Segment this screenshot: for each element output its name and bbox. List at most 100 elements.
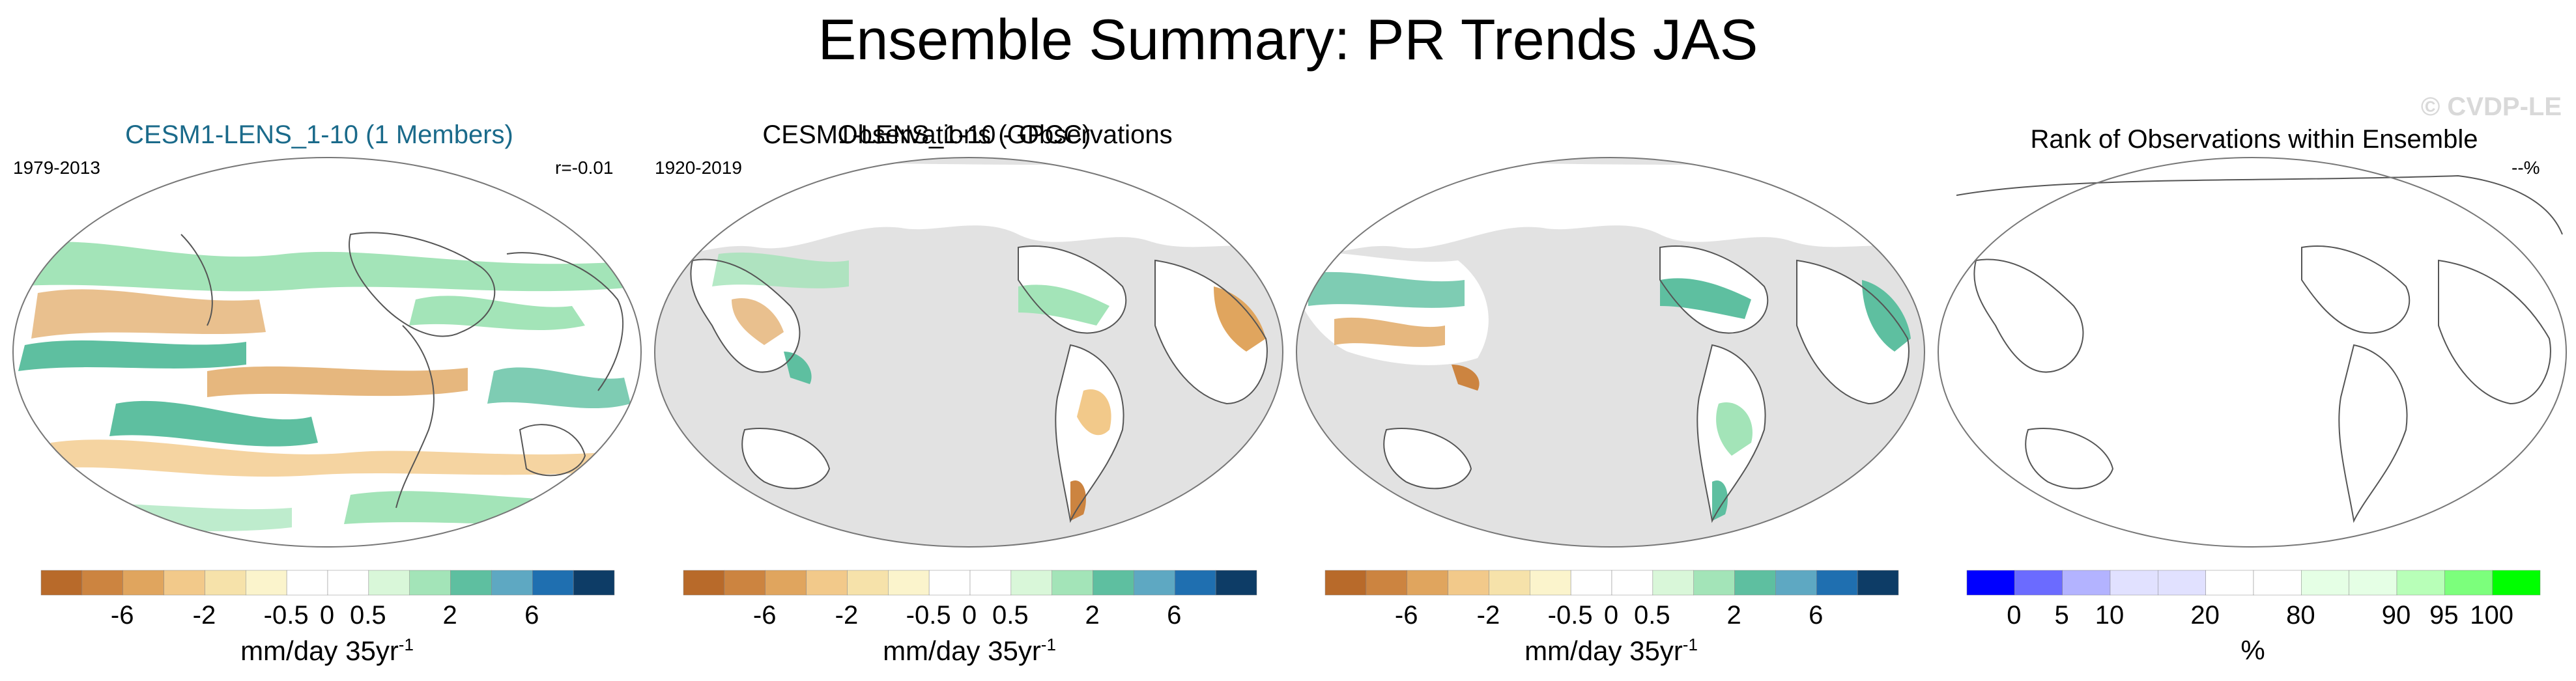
colorbar-swatch: [2205, 570, 2254, 596]
colorbar-swatch: [1215, 570, 1257, 596]
panel-2-colorbar: [683, 570, 1257, 596]
panel-4-stat: --%: [2512, 158, 2540, 178]
colorbar-swatch: [765, 570, 807, 596]
colorbar-tick-label: 95: [2429, 601, 2459, 630]
colorbar-swatch: [368, 570, 410, 596]
colorbar-swatch: [1407, 570, 1448, 596]
colorbar-swatch: [1134, 570, 1175, 596]
colorbar-swatch: [164, 570, 205, 596]
panel-1-period: 1979-2013: [13, 158, 100, 178]
panel-1-map: [12, 157, 642, 548]
colorbar-tick-label: -0.5: [906, 601, 951, 630]
panel-4-map: [1938, 157, 2567, 548]
colorbar-swatch: [888, 570, 930, 596]
colorbar-swatch: [969, 570, 1012, 596]
colorbar-tick-label: 5: [2054, 601, 2069, 630]
colorbar-swatch: [1093, 570, 1134, 596]
colorbar-swatch: [2349, 570, 2397, 596]
panel-3-map: [1296, 157, 1925, 548]
colorbar-tick-label: 0: [319, 601, 335, 630]
colorbar-tick-label: 6: [524, 601, 539, 630]
panel-1-colorbar: [40, 570, 615, 596]
colorbar-tick-label: 10: [2095, 601, 2125, 630]
colorbar-tick-label: -2: [835, 601, 859, 630]
panel-3-title: CESM1-LENS_1-10 - Observations: [762, 120, 1173, 149]
colorbar-swatch: [327, 570, 369, 596]
colorbar-tick-label: -2: [192, 601, 216, 630]
colorbar-swatch: [286, 570, 328, 596]
colorbar-tick-label: 0.5: [1634, 601, 1670, 630]
colorbar-swatch: [2444, 570, 2493, 596]
colorbar-tick-label: 2: [1085, 601, 1100, 630]
colorbar-swatch: [122, 570, 164, 596]
colorbar-swatch: [450, 570, 492, 596]
colorbar-swatch: [205, 570, 246, 596]
colorbar-swatch: [1052, 570, 1093, 596]
colorbar-tick-label: -6: [110, 601, 134, 630]
colorbar-tick-label: 6: [1809, 601, 1824, 630]
colorbar-tick-label: 2: [442, 601, 457, 630]
colorbar-tick-label: -6: [752, 601, 777, 630]
colorbar-swatch: [806, 570, 848, 596]
colorbar-swatch: [1175, 570, 1216, 596]
panel-1-title: CESM1-LENS_1-10 (1 Members): [125, 120, 513, 149]
colorbar-tick-label: 0: [2007, 601, 2022, 630]
panel-3-colorbar: [1324, 570, 1899, 596]
colorbar-tick-label: -2: [1476, 601, 1500, 630]
colorbar-swatch: [2014, 570, 2063, 596]
colorbar-swatch: [1366, 570, 1407, 596]
colorbar-swatch: [2396, 570, 2445, 596]
colorbar-tick-label: 0.5: [350, 601, 386, 630]
colorbar-swatch: [532, 570, 574, 596]
watermark-text: © CVDP-LE: [2420, 92, 2562, 121]
colorbar-tick-label: -6: [1394, 601, 1418, 630]
colorbar-tick-label: 80: [2286, 601, 2315, 630]
colorbar-swatch: [1816, 570, 1858, 596]
colorbar-swatch: [1570, 570, 1612, 596]
colorbar-swatch: [2062, 570, 2111, 596]
colorbar-swatch: [1010, 570, 1052, 596]
colorbar-swatch: [1489, 570, 1530, 596]
panel-2-period: 1920-2019: [655, 158, 742, 178]
panel-4-colorbar: [1966, 570, 2541, 596]
colorbar-tick-label: 20: [2190, 601, 2220, 630]
panel-2-map: [654, 157, 1283, 548]
colorbar-tick-label: 2: [1726, 601, 1741, 630]
colorbar-swatch: [1530, 570, 1571, 596]
colorbar-tick-label: -0.5: [263, 601, 309, 630]
colorbar-swatch: [1611, 570, 1653, 596]
panel-4-units: %: [2240, 635, 2265, 665]
colorbar-tick-label: -0.5: [1547, 601, 1593, 630]
panel-1-units: mm/day 35yr-1: [240, 635, 414, 666]
colorbar-tick-label: 100: [2470, 601, 2514, 630]
colorbar-swatch: [1966, 570, 2015, 596]
colorbar-swatch: [40, 570, 83, 596]
colorbar-tick-label: 6: [1167, 601, 1182, 630]
colorbar-swatch: [928, 570, 971, 596]
colorbar-swatch: [1693, 570, 1735, 596]
colorbar-swatch: [1734, 570, 1776, 596]
colorbar-swatch: [2301, 570, 2349, 596]
colorbar-swatch: [2110, 570, 2158, 596]
panel-2-units: mm/day 35yr-1: [883, 635, 1056, 666]
colorbar-swatch: [2492, 570, 2541, 596]
colorbar-swatch: [2253, 570, 2302, 596]
panel-4-title: Rank of Observations within Ensemble: [2030, 125, 2478, 154]
panel-3-units: mm/day 35yr-1: [1524, 635, 1698, 666]
colorbar-swatch: [1652, 570, 1694, 596]
colorbar-swatch: [1448, 570, 1489, 596]
colorbar-swatch: [1775, 570, 1817, 596]
colorbar-swatch: [409, 570, 451, 596]
panel-1-stat: r=-0.01: [555, 158, 614, 178]
colorbar-tick-label: 0: [962, 601, 977, 630]
colorbar-swatch: [847, 570, 889, 596]
colorbar-swatch: [81, 570, 123, 596]
colorbar-swatch: [2158, 570, 2206, 596]
colorbar-swatch: [573, 570, 615, 596]
figure-title: Ensemble Summary: PR Trends JAS: [818, 7, 1758, 72]
colorbar-tick-label: 90: [2381, 601, 2411, 630]
colorbar-swatch: [491, 570, 533, 596]
colorbar-swatch: [246, 570, 287, 596]
colorbar-swatch: [724, 570, 766, 596]
colorbar-swatch: [1324, 570, 1367, 596]
